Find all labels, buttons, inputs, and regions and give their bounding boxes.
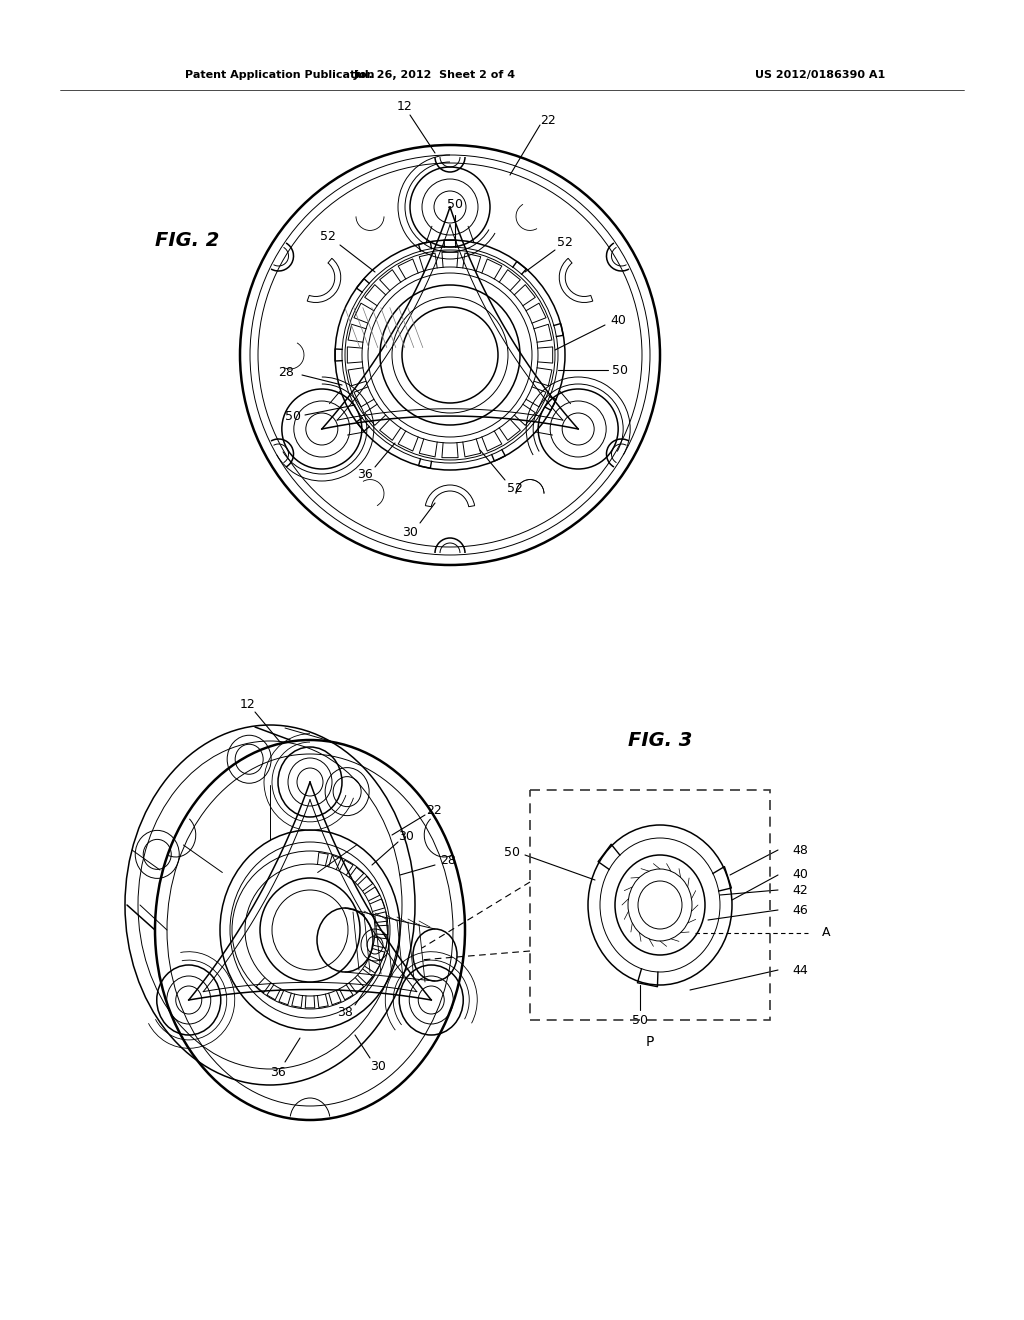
Text: 36: 36 <box>357 469 373 482</box>
Text: Patent Application Publication: Patent Application Publication <box>185 70 375 81</box>
Text: 36: 36 <box>270 1065 286 1078</box>
Text: 22: 22 <box>540 114 556 127</box>
Text: 42: 42 <box>792 883 808 896</box>
Text: 12: 12 <box>397 100 413 114</box>
Text: 48: 48 <box>792 843 808 857</box>
Text: 50: 50 <box>504 846 520 859</box>
Text: 22: 22 <box>426 804 442 817</box>
Text: 52: 52 <box>557 236 573 249</box>
Text: 28: 28 <box>279 367 294 380</box>
Text: 52: 52 <box>321 231 336 243</box>
Text: P: P <box>646 1035 654 1049</box>
Text: 50: 50 <box>285 411 301 424</box>
Text: 28: 28 <box>440 854 456 866</box>
Text: US 2012/0186390 A1: US 2012/0186390 A1 <box>755 70 885 81</box>
Text: 12: 12 <box>240 697 256 710</box>
Text: 50: 50 <box>447 198 463 211</box>
Text: 44: 44 <box>792 964 808 977</box>
Bar <box>530 789 770 1020</box>
Text: 38: 38 <box>337 1006 353 1019</box>
Text: 30: 30 <box>402 527 418 540</box>
Text: 30: 30 <box>370 1060 386 1072</box>
Text: 40: 40 <box>610 314 626 326</box>
Text: Jul. 26, 2012  Sheet 2 of 4: Jul. 26, 2012 Sheet 2 of 4 <box>354 70 516 81</box>
Text: A: A <box>822 927 830 940</box>
Text: 50: 50 <box>612 363 628 376</box>
Text: FIG. 2: FIG. 2 <box>155 231 219 249</box>
Text: 50: 50 <box>632 1014 648 1027</box>
Text: 30: 30 <box>398 829 414 842</box>
Text: FIG. 3: FIG. 3 <box>628 730 692 750</box>
Text: 46: 46 <box>792 903 808 916</box>
Text: 40: 40 <box>792 869 808 882</box>
Text: 52: 52 <box>507 482 523 495</box>
